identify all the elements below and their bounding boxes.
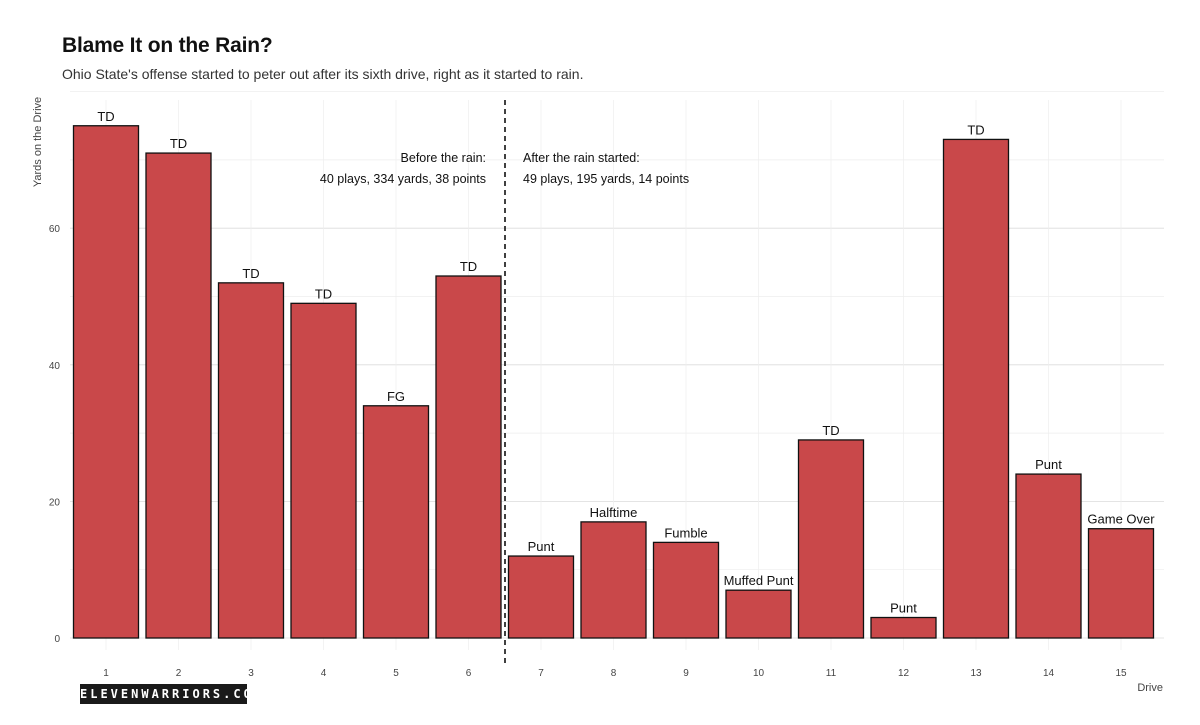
y-axis-label: Yards on the Drive (32, 97, 44, 187)
bar-label: Fumble (664, 525, 707, 540)
bar-label: Game Over (1087, 512, 1155, 527)
x-tick-label: 10 (753, 668, 765, 679)
bar-drive-10 (725, 589, 792, 639)
x-tick-label: 15 (1115, 668, 1127, 679)
x-tick-label: 4 (321, 668, 327, 679)
y-tick-label: 20 (49, 497, 61, 508)
bar-label: FG (387, 389, 405, 404)
bar-label: Punt (1035, 457, 1062, 472)
x-tick-label: 8 (611, 668, 617, 679)
y-tick-label: 40 (49, 361, 61, 372)
bar-label: Punt (528, 539, 555, 554)
bar-drive-15 (1087, 528, 1155, 639)
annotation-after-line1: After the rain started: (523, 151, 640, 165)
x-tick-label: 11 (826, 668, 837, 679)
bar-drive-13 (942, 138, 1010, 639)
bar-drive-2 (145, 152, 212, 639)
bar-labels: TD TD TD TD FG TD Punt Halftime Fumble Muffed Pun… (97, 109, 1155, 616)
bars (72, 125, 1155, 639)
bar-drive-3 (217, 282, 285, 639)
x-tick-label: 9 (683, 668, 689, 679)
x-tick-label: 3 (248, 668, 254, 679)
bar-label: TD (170, 136, 187, 151)
y-tick-label: 60 (49, 224, 61, 235)
bar-label: TD (97, 109, 114, 124)
bar-drive-7 (507, 555, 575, 639)
bar-drive-4 (290, 302, 357, 639)
bar-label: TD (460, 259, 477, 274)
bar-drive-1 (72, 125, 140, 639)
bar-label: TD (822, 423, 839, 438)
chart-subtitle: Ohio State's offense started to peter ou… (62, 66, 584, 82)
x-tick-label: 5 (393, 668, 399, 679)
bar-drive-14 (1015, 473, 1082, 639)
bar-label: TD (315, 286, 332, 301)
bar-drive-6 (435, 275, 502, 639)
x-axis-label: Drive (1137, 682, 1163, 694)
bar-label: Punt (890, 601, 917, 616)
bar-drive-5 (362, 405, 430, 639)
x-tick-label: 13 (970, 668, 982, 679)
elevenwarriors-logo: ELEVENWARRIORS.COM (80, 684, 261, 704)
x-tick-label: 2 (176, 668, 182, 679)
x-tick-label: 12 (898, 668, 910, 679)
bar-label: Muffed Punt (724, 573, 794, 588)
bar-drive-12 (870, 616, 937, 639)
bar-drive-11 (797, 439, 865, 639)
bar-label: TD (242, 266, 259, 281)
annotation-before-line2: 40 plays, 334 yards, 38 points (320, 172, 486, 186)
x-tick-label: 6 (466, 668, 472, 679)
bar-label: TD (967, 122, 984, 137)
bar-drive-9 (652, 541, 720, 639)
bar-drive-8 (580, 521, 647, 639)
chart-title: Blame It on the Rain? (62, 34, 273, 57)
annotation-after-line2: 49 plays, 195 yards, 14 points (523, 172, 689, 186)
x-tick-label: 7 (538, 668, 544, 679)
bar-label: Halftime (590, 505, 638, 520)
annotation-before-line1: Before the rain: (401, 151, 486, 165)
y-tick-label: 0 (54, 634, 60, 645)
x-tick-label: 14 (1043, 668, 1055, 679)
x-tick-label: 1 (103, 668, 109, 679)
